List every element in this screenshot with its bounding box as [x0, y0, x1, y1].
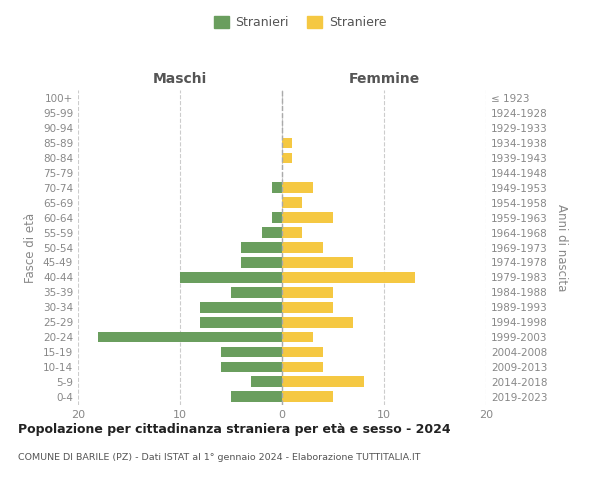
Bar — [282, 182, 313, 193]
Bar — [282, 138, 292, 148]
Text: Maschi: Maschi — [153, 72, 207, 86]
Bar — [200, 302, 282, 312]
Bar — [272, 212, 282, 223]
Bar — [282, 152, 292, 164]
Bar — [282, 332, 313, 342]
Bar — [221, 362, 282, 372]
Bar — [231, 392, 282, 402]
Text: Femmine: Femmine — [349, 72, 419, 86]
Bar — [251, 376, 282, 387]
Bar — [282, 272, 415, 282]
Bar — [180, 272, 282, 282]
Bar — [200, 317, 282, 328]
Bar — [282, 317, 353, 328]
Bar — [241, 242, 282, 253]
Bar — [282, 376, 364, 387]
Text: COMUNE DI BARILE (PZ) - Dati ISTAT al 1° gennaio 2024 - Elaborazione TUTTITALIA.: COMUNE DI BARILE (PZ) - Dati ISTAT al 1°… — [18, 452, 421, 462]
Y-axis label: Anni di nascita: Anni di nascita — [554, 204, 568, 291]
Bar — [282, 242, 323, 253]
Bar — [282, 392, 333, 402]
Bar — [282, 346, 323, 358]
Bar — [262, 227, 282, 238]
Bar — [231, 287, 282, 298]
Text: Popolazione per cittadinanza straniera per età e sesso - 2024: Popolazione per cittadinanza straniera p… — [18, 422, 451, 436]
Bar — [241, 257, 282, 268]
Bar — [282, 227, 302, 238]
Bar — [282, 257, 353, 268]
Y-axis label: Fasce di età: Fasce di età — [25, 212, 37, 282]
Bar — [282, 212, 333, 223]
Bar — [98, 332, 282, 342]
Bar — [272, 182, 282, 193]
Bar — [282, 198, 302, 208]
Bar — [221, 346, 282, 358]
Bar — [282, 302, 333, 312]
Bar — [282, 287, 333, 298]
Bar — [282, 362, 323, 372]
Legend: Stranieri, Straniere: Stranieri, Straniere — [209, 11, 391, 34]
